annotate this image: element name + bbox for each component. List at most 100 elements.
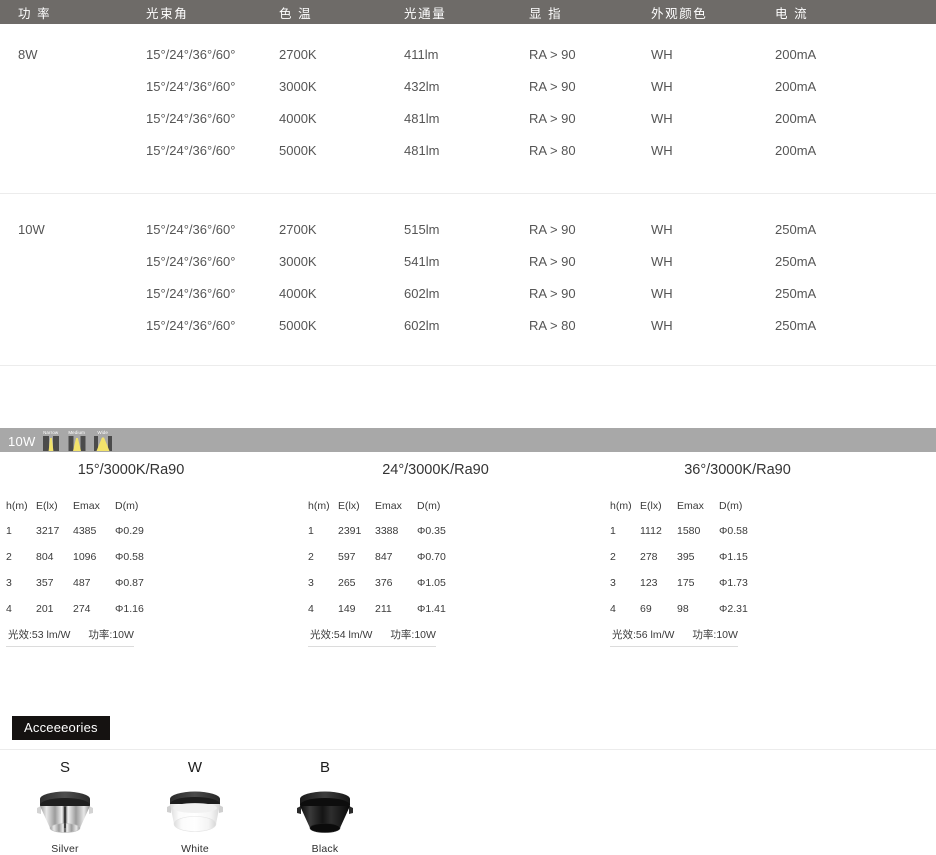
cell-diameter: Φ1.05 (417, 577, 446, 589)
cell-finish: WH (651, 221, 673, 237)
cell-height: 2 (6, 551, 12, 563)
photometric-title: 36°/3000K/Ra90 (684, 462, 791, 478)
cell-height: 1 (308, 525, 314, 537)
reflector-black-icon (297, 791, 353, 833)
spec-table-header-row: 功 率 光束角 色 温 光通量 显 指 外观颜色 电 流 (0, 0, 936, 24)
table-row: 1 1112 1580 Φ0.58 (610, 525, 774, 551)
cell-flux: 432lm (404, 78, 440, 94)
cell-current: 250mA (775, 285, 817, 301)
cell-finish: WH (651, 285, 673, 301)
efficacy-row: 光效:54 lm/W 功率:10W (308, 626, 436, 647)
cell-finish: WH (651, 78, 673, 94)
cell-emax: 395 (677, 551, 695, 563)
accessory-item-silver[interactable]: S (0, 758, 130, 855)
accessory-item-white[interactable]: W (130, 758, 260, 855)
photometric-section: 15°/3000K/Ra90 h(m) E(lx) Emax D(m) 1 32… (0, 462, 936, 647)
power-value: 功率:10W (390, 629, 436, 641)
power-value: 功率:10W (88, 629, 134, 641)
cell-beam: 15°/24°/36°/60° (146, 317, 236, 333)
spec-header-cct: 色 温 (279, 6, 313, 21)
cell-height: 3 (6, 577, 12, 589)
beam-icon-group: Narrow Medium Wide (42, 430, 112, 452)
accessory-item-black[interactable]: B (260, 758, 390, 855)
cell-illuminance: 149 (338, 603, 356, 615)
accessory-label-white: White (181, 843, 209, 855)
cell-diameter: Φ2.31 (719, 603, 748, 615)
cell-illuminance: 1112 (640, 525, 662, 537)
accessory-image-wrap-white (130, 778, 260, 836)
accessories-item-list: S (0, 750, 936, 855)
cell-finish: WH (651, 46, 673, 62)
cell-cct: 5000K (279, 317, 317, 333)
cell-cri: RA > 80 (529, 142, 576, 158)
cell-finish: WH (651, 317, 673, 333)
cell-diameter: Φ0.29 (115, 525, 144, 537)
photometric-table: h(m) E(lx) Emax D(m) 1 2391 3388 Φ0.35 2… (308, 500, 472, 629)
cell-cct: 2700K (279, 46, 317, 62)
cell-emax: 1580 (677, 525, 701, 537)
table-row: 15°/24°/36°/60° 3000K 432lm RA > 90 WH 2… (0, 70, 936, 102)
accessory-code-black: B (319, 759, 330, 776)
accessory-label-silver: Silver (51, 843, 79, 855)
cell-cri: RA > 90 (529, 285, 576, 301)
table-row: 15°/24°/36°/60° 5000K 602lm RA > 80 WH 2… (0, 309, 936, 341)
accessories-divider (0, 749, 936, 750)
cell-current: 200mA (775, 46, 817, 62)
table-row: 15°/24°/36°/60° 4000K 602lm RA > 90 WH 2… (0, 277, 936, 309)
efficacy-row: 光效:53 lm/W 功率:10W (6, 626, 134, 647)
cell-diameter: Φ0.87 (115, 577, 144, 589)
spec-header-flux: 光通量 (404, 6, 447, 21)
spec-group-8w: 8W 15°/24°/36°/60° 2700K 411lm RA > 90 W… (0, 24, 936, 166)
col-emax: Emax (73, 500, 100, 512)
accessory-image-wrap-silver (0, 778, 130, 836)
table-row: 2 804 1096 Φ0.58 (6, 551, 170, 577)
table-row: 15°/24°/36°/60° 5000K 481lm RA > 80 WH 2… (0, 134, 936, 166)
cell-diameter: Φ1.16 (115, 603, 144, 615)
efficacy-value: 光效:56 lm/W (612, 629, 675, 641)
cell-flux: 481lm (404, 110, 440, 126)
cell-illuminance: 357 (36, 577, 54, 589)
cell-illuminance: 123 (640, 577, 658, 589)
cell-height: 1 (610, 525, 616, 537)
cell-height: 2 (308, 551, 314, 563)
cell-cct: 5000K (279, 142, 317, 158)
cell-flux: 602lm (404, 285, 440, 301)
accessory-code-silver: S (59, 759, 70, 776)
cell-current: 200mA (775, 142, 817, 158)
spec-header-power: 功 率 (18, 6, 52, 21)
specification-table: 功 率 光束角 色 温 光通量 显 指 外观颜色 电 流 8W 15°/24°/… (0, 0, 936, 366)
cell-beam: 15°/24°/36°/60° (146, 221, 236, 237)
cell-emax: 211 (375, 603, 392, 615)
photometric-header-row: h(m) E(lx) Emax D(m) (610, 500, 774, 525)
spec-header-current: 电 流 (775, 6, 809, 21)
reflector-white-icon (167, 791, 223, 832)
group-divider (0, 193, 936, 194)
efficacy-value: 光效:53 lm/W (8, 629, 71, 641)
power-band-10w: 10W Narrow Medium Wide (0, 428, 936, 452)
cell-height: 4 (6, 603, 12, 615)
beam-wide-icon: Wide (93, 430, 112, 451)
table-row: 4 149 211 Φ1.41 (308, 603, 472, 629)
spec-header-cri: 显 指 (529, 6, 563, 21)
table-row: 4 201 274 Φ1.16 (6, 603, 170, 629)
photometric-header-row: h(m) E(lx) Emax D(m) (6, 500, 170, 525)
cell-illuminance: 278 (640, 551, 658, 563)
cell-emax: 3388 (375, 525, 399, 537)
cell-finish: WH (651, 110, 673, 126)
cell-beam: 15°/24°/36°/60° (146, 142, 236, 158)
col-diameter: D(m) (115, 500, 139, 512)
photometric-table: h(m) E(lx) Emax D(m) 1 1112 1580 Φ0.58 2… (610, 500, 774, 629)
col-height: h(m) (308, 500, 330, 512)
cell-power: 8W (18, 46, 38, 62)
cell-beam: 15°/24°/36°/60° (146, 46, 236, 62)
beam-medium-glyph (68, 436, 86, 451)
col-diameter: D(m) (417, 500, 441, 512)
cell-beam: 15°/24°/36°/60° (146, 110, 236, 126)
cell-height: 1 (6, 525, 12, 537)
cell-illuminance: 265 (338, 577, 356, 589)
beam-medium-label: Medium (68, 430, 85, 435)
cell-diameter: Φ0.58 (719, 525, 748, 537)
cell-emax: 487 (73, 577, 91, 589)
col-illuminance: E(lx) (36, 500, 58, 512)
cell-beam: 15°/24°/36°/60° (146, 253, 236, 269)
